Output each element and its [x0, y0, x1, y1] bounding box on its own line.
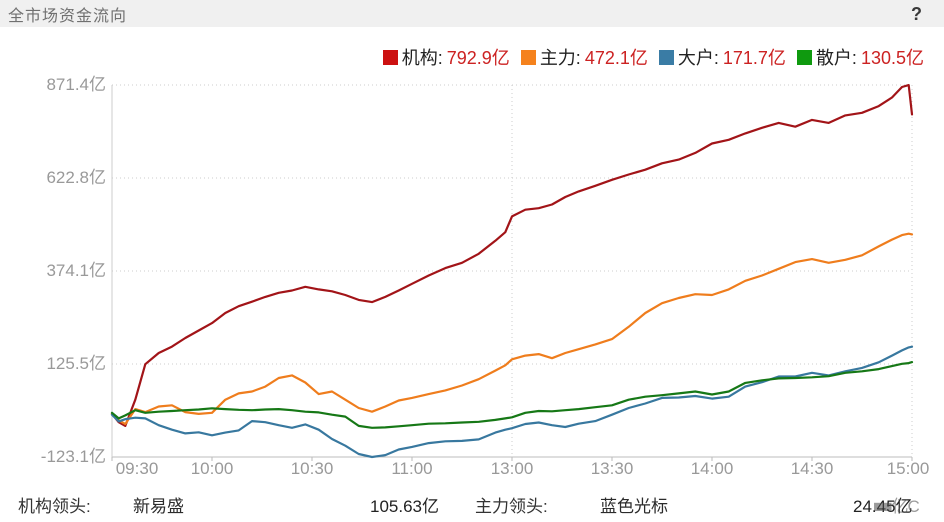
x-tick-label: 13:30: [590, 459, 634, 478]
legend-item-main-force[interactable]: 主力: 472.1亿: [520, 44, 648, 70]
institution-leader-value: 105.63亿: [370, 497, 439, 516]
chart-legend: 机构: 792.9亿 主力: 472.1亿 大户: 171.7亿 散户: 130.5亿: [382, 44, 924, 70]
main-force-leader-stock[interactable]: 蓝色光标: [600, 497, 668, 516]
y-tick-label: -123.1亿: [40, 447, 106, 466]
x-tick-label: 14:00: [690, 459, 734, 478]
series-line-机构: [110, 83, 914, 427]
series-line-主力: [110, 232, 914, 426]
watermark-logo: ■■亿C: [873, 497, 920, 516]
legend-label: 大户:: [677, 48, 719, 68]
y-tick-label: 871.4亿: [46, 75, 106, 94]
x-tick-label: 09:30: [115, 459, 159, 478]
main-force-leader-label: 主力领头:: [475, 497, 548, 516]
legend-swatch-main-force: [520, 49, 536, 65]
x-tick-label: 10:00: [190, 459, 234, 478]
legend-item-retail[interactable]: 散户: 130.5亿: [796, 44, 924, 70]
panel-header: 全市场资金流向 ?: [0, 0, 944, 27]
legend-value: 130.5亿: [860, 48, 924, 68]
legend-item-institution[interactable]: 机构: 792.9亿: [382, 44, 510, 70]
leaders-bar: 机构领头: 新易盛 105.63亿 主力领头: 蓝色光标 24.45亿 ■■亿C: [0, 488, 944, 522]
legend-label: 主力:: [539, 48, 581, 68]
y-tick-label: 374.1亿: [46, 261, 106, 281]
x-tick-label: 10:30: [290, 459, 334, 478]
legend-value: 472.1亿: [584, 48, 648, 68]
legend-swatch-institution: [382, 49, 398, 65]
main-force-leader-value: 24.45亿: [853, 497, 913, 516]
x-tick-label: 13:00: [490, 459, 534, 478]
legend-swatch-large-holders: [658, 49, 674, 65]
legend-swatch-retail: [796, 49, 812, 65]
legend-label: 散户:: [815, 48, 857, 68]
help-icon[interactable]: ?: [911, 4, 922, 24]
legend-item-large-holders[interactable]: 大户: 171.7亿: [658, 44, 786, 70]
x-tick-label: 14:30: [790, 459, 834, 478]
series-line-大户: [110, 345, 914, 459]
institution-leader-label: 机构领头:: [18, 497, 91, 516]
legend-value: 792.9亿: [446, 48, 510, 68]
legend-label: 机构:: [401, 48, 443, 68]
institution-leader-stock[interactable]: 新易盛: [133, 497, 184, 516]
y-tick-label: 622.8亿: [46, 167, 106, 187]
x-tick-label: 15:00: [886, 459, 930, 478]
y-tick-label: 125.5亿: [46, 354, 106, 373]
legend-value: 171.7亿: [722, 48, 786, 68]
page-title: 全市场资金流向: [8, 7, 128, 25]
series-line-散户: [110, 361, 914, 429]
x-tick-label: 11:00: [391, 459, 433, 478]
